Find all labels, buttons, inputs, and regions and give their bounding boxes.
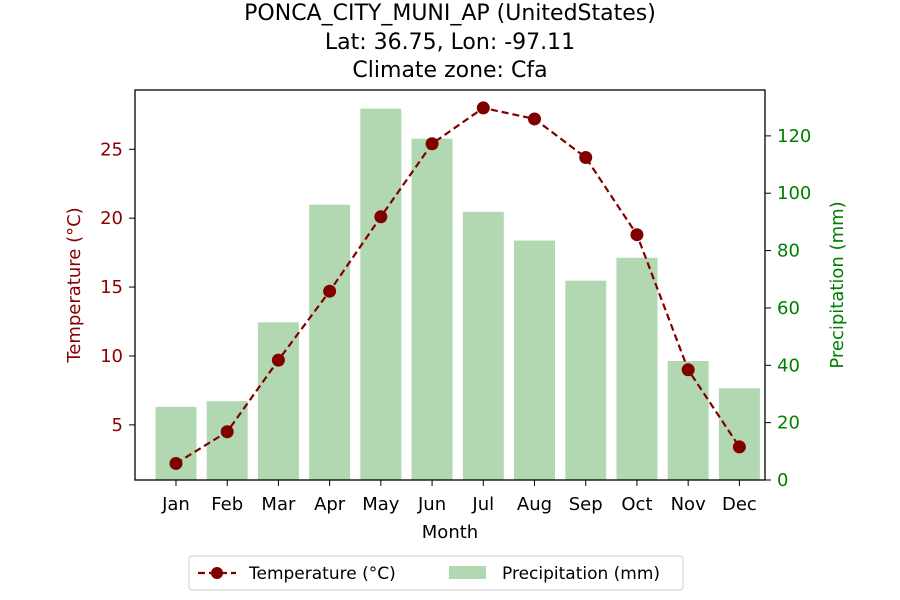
temperature-point-aug — [528, 112, 542, 126]
temperature-point-dec — [732, 440, 746, 454]
precipitation-bar-may — [360, 108, 402, 480]
precipitation-bar-nov — [667, 360, 709, 480]
precipitation-bar-sep — [565, 280, 607, 480]
x-axis: Jan Feb Mar Apr May Jun Jul Aug Sep Oct Nov Dec — [161, 480, 757, 515]
x-tick-label: May — [362, 494, 400, 515]
right-y-tick-label: 120 — [777, 126, 811, 147]
right-y-axis-label: Precipitation (mm) — [827, 201, 848, 368]
legend-precipitation-label: Precipitation (mm) — [502, 564, 660, 584]
chart-title-line-2: Lat: 36.75, Lon: -97.11 — [325, 30, 575, 55]
temperature-point-may — [374, 210, 388, 224]
temperature-point-nov — [681, 363, 695, 377]
legend-temperature-label: Temperature (°C) — [248, 564, 396, 584]
left-y-tick-label: 20 — [100, 208, 123, 229]
legend-temperature-marker — [211, 567, 223, 579]
x-tick-label: Sep — [569, 494, 603, 515]
temperature-point-sep — [579, 151, 593, 165]
chart-title-line-3: Climate zone: Cfa — [352, 58, 547, 83]
temperature-series-line — [175, 106, 741, 465]
x-tick-label: Jul — [471, 494, 494, 515]
right-y-tick-label: 0 — [777, 470, 788, 491]
left-y-tick-label: 25 — [100, 139, 123, 160]
right-y-axis: 0 20 40 60 80 100 120 — [765, 126, 811, 491]
temperature-line — [169, 101, 746, 470]
right-y-tick-label: 40 — [777, 355, 800, 376]
precipitation-bar-mar — [257, 322, 299, 480]
legend: Temperature (°C) Precipitation (mm) — [188, 555, 684, 591]
temperature-point-jan — [169, 456, 183, 470]
precipitation-bar-jun — [411, 138, 453, 480]
right-y-tick-label: 100 — [777, 183, 811, 204]
x-axis-label: Month — [422, 522, 478, 543]
left-y-axis: 5 10 15 20 25 — [100, 139, 135, 436]
x-tick-label: Mar — [261, 494, 296, 515]
left-y-tick-label: 10 — [100, 346, 123, 367]
left-y-tick-label: 15 — [100, 277, 123, 298]
right-y-tick-label: 80 — [777, 241, 800, 262]
precipitation-bars — [155, 108, 760, 481]
precipitation-bar-aug — [514, 240, 555, 480]
temperature-point-oct — [630, 228, 644, 242]
temperature-point-jul — [476, 101, 490, 115]
precipitation-bar-dec — [718, 388, 760, 480]
x-tick-label: Nov — [671, 494, 706, 515]
right-y-tick-label: 60 — [777, 298, 800, 319]
left-y-tick-label: 5 — [112, 415, 123, 436]
x-tick-label: Aug — [517, 494, 552, 515]
precipitation-bar-apr — [309, 204, 351, 481]
x-tick-label: Jun — [417, 494, 446, 515]
x-tick-label: Jan — [161, 494, 190, 515]
x-tick-label: Oct — [621, 494, 652, 515]
temperature-point-mar — [271, 353, 285, 367]
chart-title-line-1: PONCA_CITY_MUNI_AP (UnitedStates) — [244, 1, 656, 26]
left-y-axis-label: Temperature (°C) — [64, 207, 85, 363]
temperature-point-feb — [220, 425, 234, 439]
temperature-point-jun — [425, 137, 439, 151]
precipitation-bar-jul — [462, 211, 504, 480]
plot-frame — [134, 89, 766, 481]
x-tick-label: Feb — [211, 494, 243, 515]
x-tick-label: Dec — [722, 494, 757, 515]
precipitation-bar-oct — [616, 257, 658, 480]
right-y-tick-label: 20 — [777, 413, 800, 434]
x-tick-label: Apr — [314, 494, 346, 515]
legend-frame — [188, 555, 684, 591]
temperature-point-apr — [323, 284, 337, 298]
legend-precipitation-swatch — [449, 566, 486, 579]
